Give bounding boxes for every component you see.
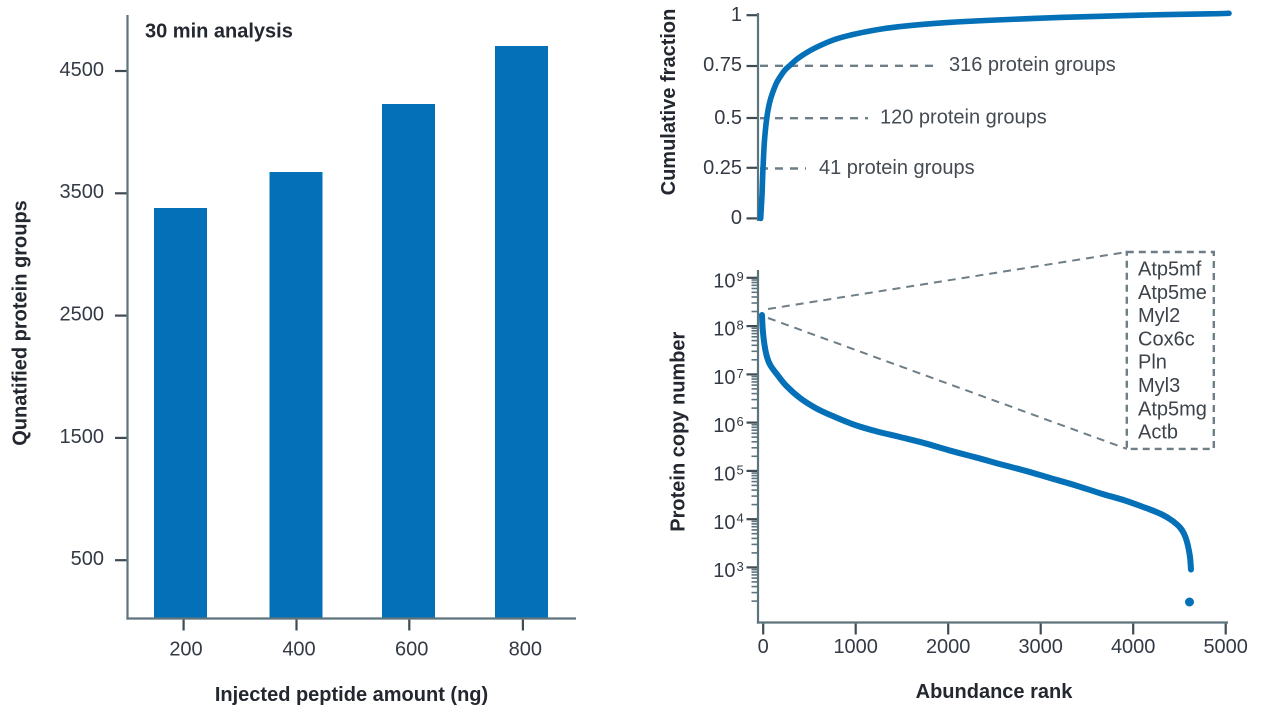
svg-text:Injected peptide amount (ng): Injected peptide amount (ng) <box>215 684 488 706</box>
svg-text:4000: 4000 <box>1111 636 1156 658</box>
svg-text:10: 10 <box>713 367 735 389</box>
svg-text:2500: 2500 <box>60 304 105 326</box>
svg-text:7: 7 <box>737 366 744 381</box>
svg-text:10: 10 <box>713 415 735 437</box>
svg-text:Myl3: Myl3 <box>1138 375 1180 397</box>
svg-text:3: 3 <box>737 559 744 574</box>
svg-text:8: 8 <box>737 318 744 333</box>
svg-text:30 min analysis: 30 min analysis <box>145 21 293 43</box>
svg-text:3500: 3500 <box>60 181 105 203</box>
svg-text:Cox6c: Cox6c <box>1138 328 1195 350</box>
svg-text:10: 10 <box>713 319 735 341</box>
svg-text:41 protein groups: 41 protein groups <box>819 157 975 179</box>
svg-text:0: 0 <box>758 636 769 658</box>
svg-text:500: 500 <box>71 548 104 570</box>
svg-text:400: 400 <box>282 639 315 661</box>
svg-text:1000: 1000 <box>833 636 878 658</box>
svg-text:10: 10 <box>713 512 735 534</box>
svg-text:600: 600 <box>395 639 428 661</box>
svg-text:Cumulative fraction: Cumulative fraction <box>658 9 680 196</box>
svg-text:Myl2: Myl2 <box>1138 305 1180 327</box>
svg-text:0: 0 <box>731 207 742 229</box>
svg-text:3000: 3000 <box>1018 636 1063 658</box>
svg-text:4500: 4500 <box>60 59 105 81</box>
svg-text:0.25: 0.25 <box>703 157 742 179</box>
svg-text:Atp5me: Atp5me <box>1138 282 1207 304</box>
svg-text:6: 6 <box>737 414 744 429</box>
svg-text:1: 1 <box>731 4 742 26</box>
svg-text:200: 200 <box>169 639 202 661</box>
svg-text:5000: 5000 <box>1203 636 1248 658</box>
svg-text:10: 10 <box>713 464 735 486</box>
svg-text:0.5: 0.5 <box>714 107 742 129</box>
svg-text:Qunatified protein groups: Qunatified protein groups <box>10 200 32 446</box>
svg-text:10: 10 <box>713 560 735 582</box>
svg-text:Abundance rank: Abundance rank <box>916 681 1074 703</box>
svg-text:10: 10 <box>713 270 735 292</box>
svg-text:800: 800 <box>509 639 542 661</box>
svg-text:2000: 2000 <box>926 636 971 658</box>
svg-text:0.75: 0.75 <box>703 54 742 76</box>
svg-text:Atp5mf: Atp5mf <box>1138 259 1202 281</box>
svg-text:Atp5mg: Atp5mg <box>1138 398 1207 420</box>
svg-text:9: 9 <box>737 269 744 284</box>
svg-text:Actb: Actb <box>1138 422 1178 444</box>
svg-text:316 protein groups: 316 protein groups <box>949 54 1116 76</box>
svg-text:4: 4 <box>737 511 744 526</box>
svg-text:120 protein groups: 120 protein groups <box>880 106 1047 128</box>
svg-text:Protein copy number: Protein copy number <box>668 331 690 531</box>
svg-text:5: 5 <box>737 462 744 477</box>
svg-text:Pln: Pln <box>1138 352 1167 374</box>
svg-text:1500: 1500 <box>60 426 105 448</box>
